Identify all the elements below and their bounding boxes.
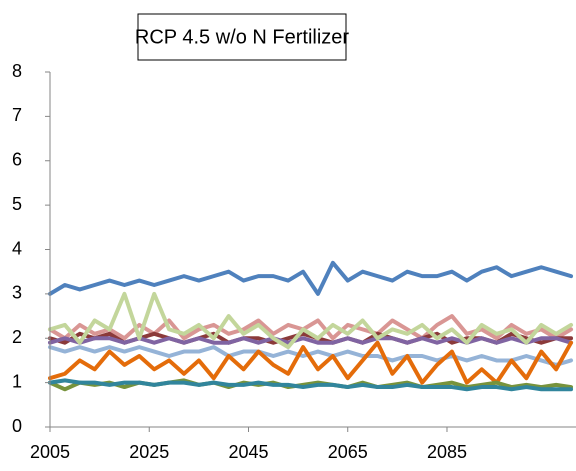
plot-area (48, 260, 574, 392)
series-line (48, 345, 574, 367)
x-tick-label: 2025 (129, 442, 169, 462)
y-tick-label: 2 (12, 327, 22, 347)
y-tick-label: 4 (12, 238, 22, 258)
y-tick-label: 7 (12, 105, 22, 125)
x-tick-label: 2005 (30, 442, 70, 462)
x-tick-label: 2085 (427, 442, 467, 462)
y-tick-label: 0 (12, 416, 22, 436)
x-tick-label: 2045 (228, 442, 268, 462)
title-box (137, 13, 347, 61)
y-tick-label: 3 (12, 283, 22, 303)
y-tick-label: 6 (12, 150, 22, 170)
series-line (48, 260, 574, 296)
y-tick-label: 5 (12, 194, 22, 214)
series-line (48, 340, 574, 385)
x-tick-label: 2065 (328, 442, 368, 462)
chart-title: RCP 4.5 w/o N Fertilizer (135, 26, 349, 48)
series-line (48, 291, 574, 350)
series-line (48, 336, 574, 345)
series-line (48, 378, 574, 392)
y-tick-label: 1 (12, 371, 22, 391)
y-tick-label: 8 (12, 61, 22, 81)
